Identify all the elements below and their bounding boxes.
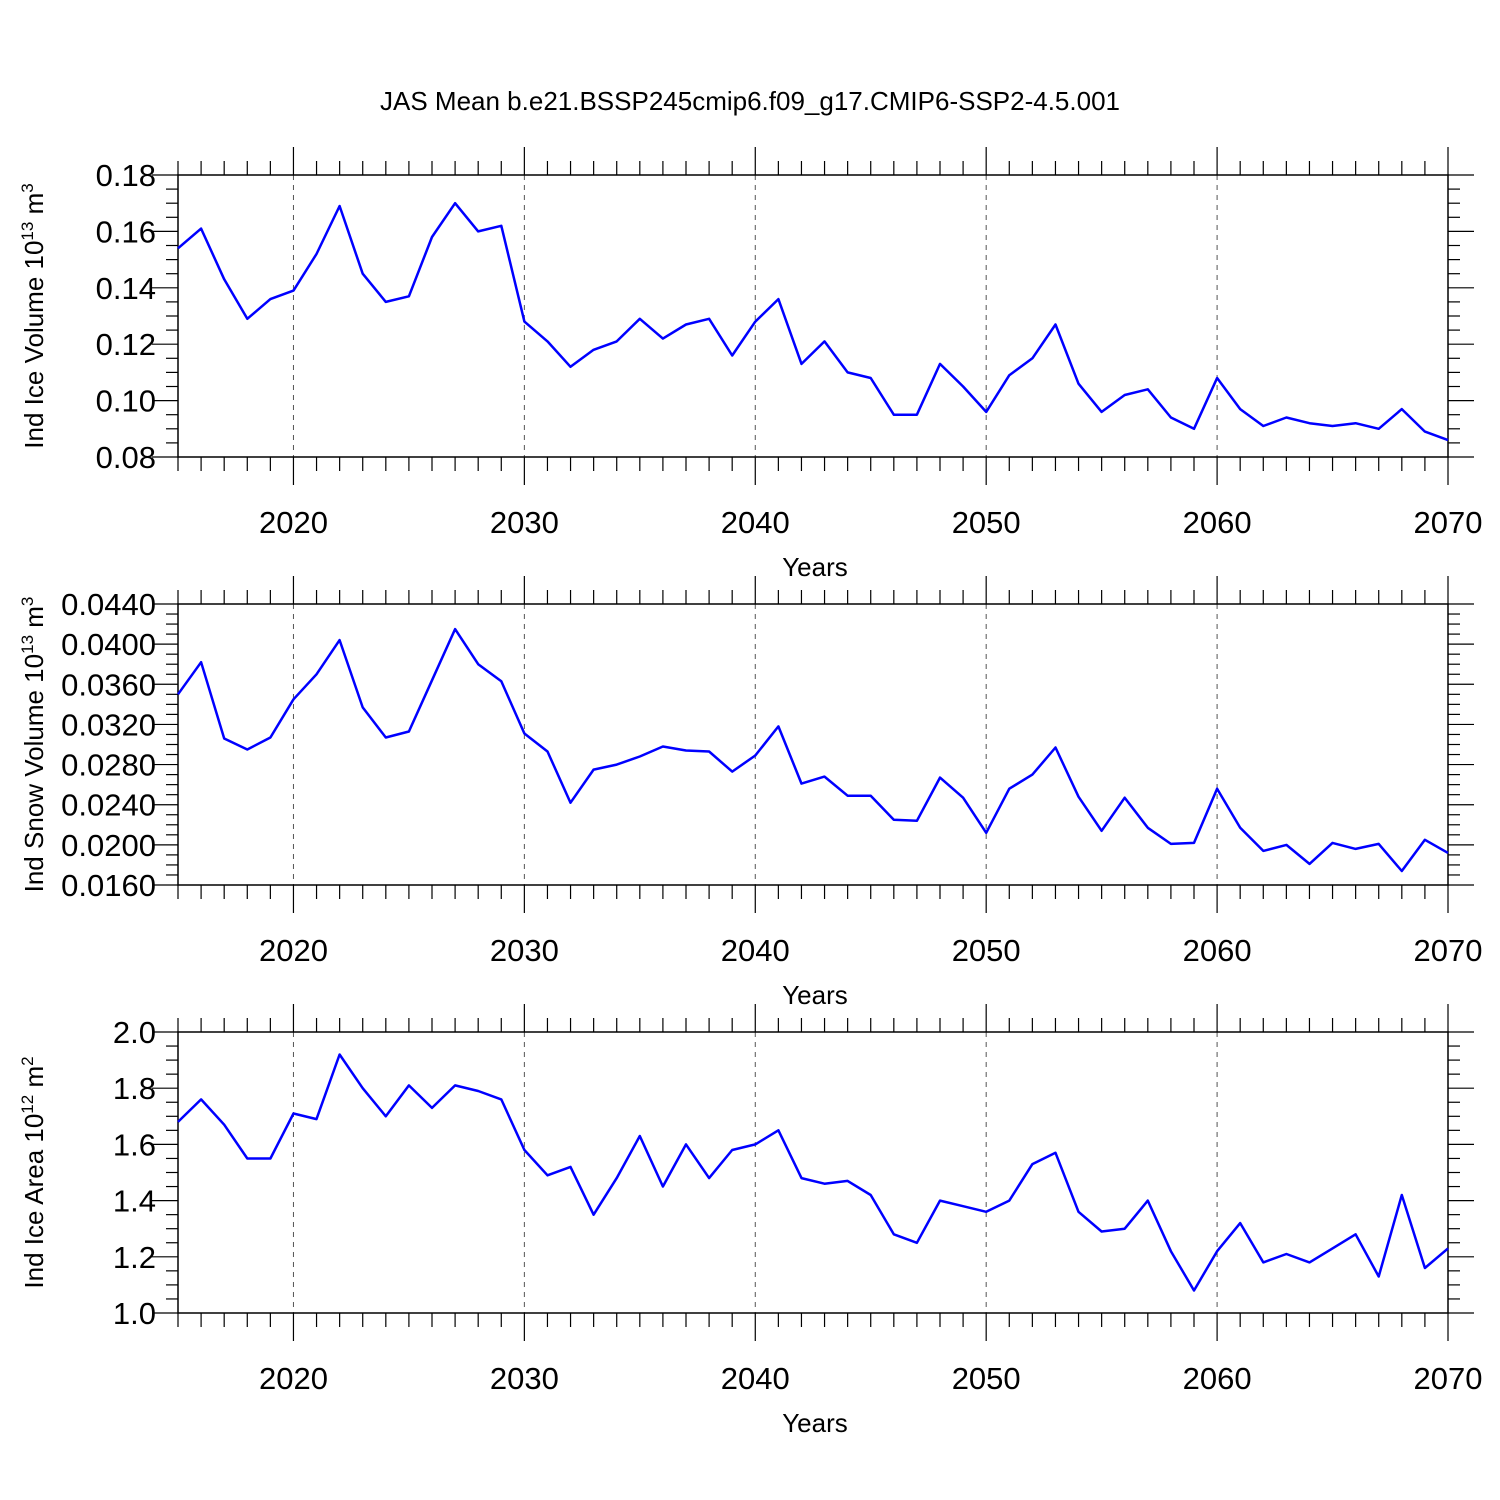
plot-frame (177, 174, 1449, 458)
panel-2: 0.0160 0.0200 0.0240 0.0280 0.0320 0.0360 0.04… (18, 576, 1482, 1010)
x-tick-label: 2060 (1183, 933, 1252, 968)
y-tick-label: 1.4 (113, 1184, 156, 1219)
x-tick-label: 2040 (721, 1361, 790, 1396)
y-tick-label: 0.0160 (61, 868, 156, 903)
panel-1: 0.08 0.10 0.12 0.14 0.16 0.18 2020 2030 2040 2050… (18, 147, 1482, 582)
x-tick-label: 2030 (490, 505, 559, 540)
x-tick-label: 2060 (1183, 505, 1252, 540)
series-line (177, 1053, 1449, 1292)
y-tick-label: 0.0200 (61, 828, 156, 863)
x-tick-label: 2030 (490, 933, 559, 968)
series-line (177, 201, 1449, 442)
y-tick-label: 0.0320 (61, 707, 156, 742)
x-tick-label: 2050 (952, 505, 1021, 540)
x-axis-title: Years (782, 552, 848, 582)
x-axis-title: Years (782, 980, 848, 1010)
y-tick-label: 0.0400 (61, 627, 156, 662)
series-line (176, 627, 1449, 873)
x-axis-title: Years (782, 1408, 848, 1438)
y-tick-label: 0.0280 (61, 748, 156, 783)
y-tick-label: 0.0440 (61, 587, 156, 622)
y-tick-label: 0.12 (96, 327, 156, 362)
x-tick-label: 2060 (1183, 1361, 1252, 1396)
x-tick-label: 2050 (952, 1361, 1021, 1396)
x-tick-label: 2020 (259, 505, 328, 540)
figure-title: JAS Mean b.e21.BSSP245cmip6.f09_g17.CMIP… (380, 86, 1120, 116)
y-axis-title: Ind Ice Area 1012 m2 (18, 1056, 49, 1288)
x-tick-label: 2040 (721, 933, 790, 968)
x-tick-label: 2070 (1414, 1361, 1483, 1396)
x-tick-label: 2020 (259, 933, 328, 968)
y-tick-label: 0.18 (96, 158, 156, 193)
plot-frame (177, 1031, 1449, 1314)
y-tick-label: 2.0 (113, 1015, 156, 1050)
y-tick-label: 1.2 (113, 1240, 156, 1275)
y-tick-label: 0.10 (96, 384, 156, 419)
y-tick-label: 0.16 (96, 214, 156, 249)
y-axis-title: Ind Ice Volume 1013 m3 (18, 183, 49, 448)
x-tick-label: 2070 (1414, 933, 1483, 968)
x-tick-label: 2050 (952, 933, 1021, 968)
y-tick-label: 1.6 (113, 1127, 156, 1162)
y-tick-label: 1.0 (113, 1296, 156, 1331)
y-tick-label: 0.14 (96, 271, 156, 306)
y-tick-label: 0.0240 (61, 788, 156, 823)
x-tick-label: 2020 (259, 1361, 328, 1396)
x-tick-label: 2070 (1414, 505, 1483, 540)
y-axis-title: Ind Snow Volume 1013 m3 (18, 597, 49, 893)
x-tick-label: 2030 (490, 1361, 559, 1396)
y-tick-label: 0.0360 (61, 667, 156, 702)
x-tick-label: 2040 (721, 505, 790, 540)
plot-frame (177, 603, 1449, 886)
y-tick-label: 0.08 (96, 440, 156, 475)
panel-3: 1.0 1.2 1.4 1.6 1.8 2.0 2020 2030 2040 2050 2060 20… (18, 1004, 1482, 1438)
y-tick-label: 1.8 (113, 1071, 156, 1106)
